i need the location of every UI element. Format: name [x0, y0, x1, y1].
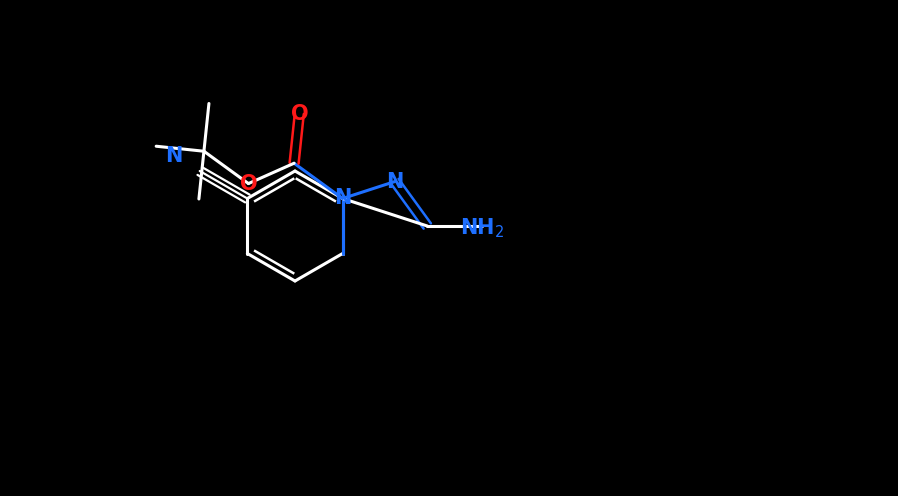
Text: N: N [386, 172, 403, 191]
Text: N: N [334, 188, 351, 208]
Text: O: O [291, 104, 308, 124]
Text: O: O [240, 174, 257, 193]
Text: N: N [165, 146, 182, 166]
Text: NH$_2$: NH$_2$ [460, 216, 505, 240]
